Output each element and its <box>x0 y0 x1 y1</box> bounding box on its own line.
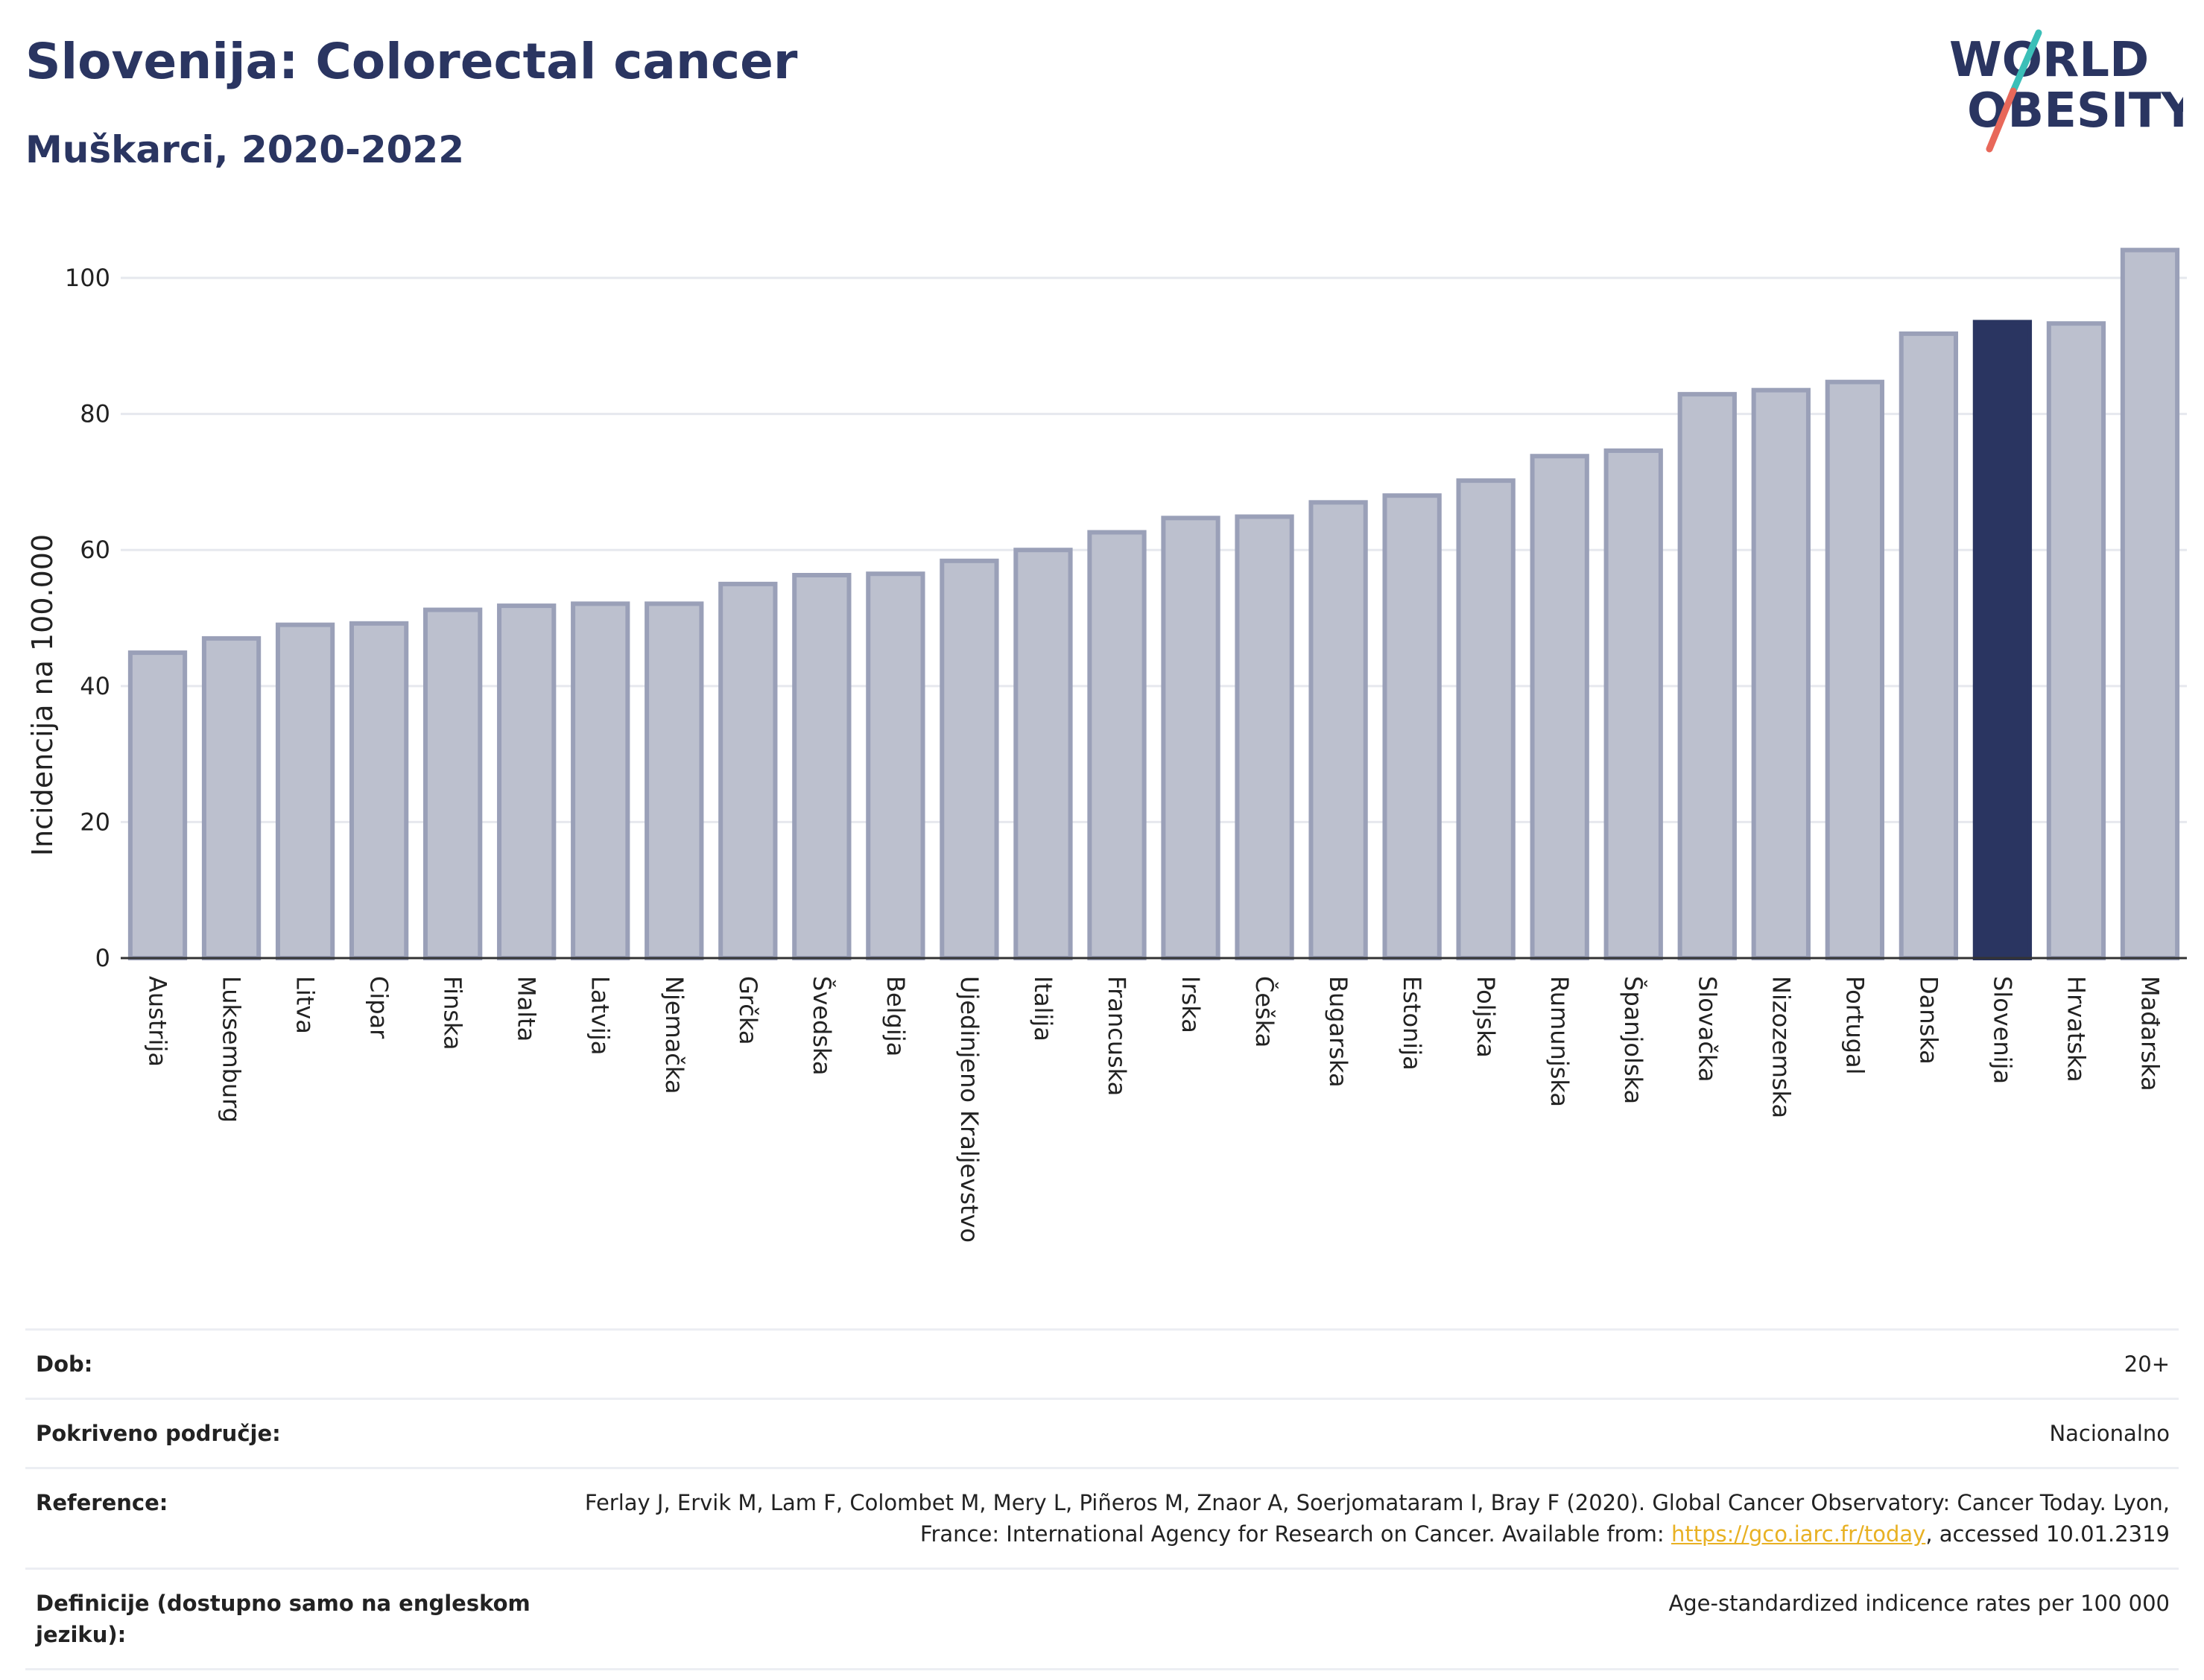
y-tick-label: 0 <box>95 944 110 972</box>
y-tick-label: 20 <box>80 808 110 836</box>
y-tick-label: 80 <box>80 400 110 428</box>
x-tick-label: Nizozemska <box>1767 976 1795 1118</box>
meta-value-coverage: Nacionalno <box>551 1398 2179 1470</box>
x-axis-labels: Austrija Luksemburg Litva Cipar Finska Malta L… <box>144 976 2165 1243</box>
x-tick-label: Irska <box>1177 976 1205 1033</box>
bar-luksemburg <box>201 635 262 960</box>
reference-accessed: , accessed 10.01.2319 <box>1925 1521 2170 1547</box>
world-obesity-logo: WORLD OBESITY <box>1949 29 2183 153</box>
bar-danska <box>1899 331 1959 960</box>
x-tick-label: Austrija <box>144 976 172 1067</box>
x-tick-label: Švedska <box>808 976 837 1076</box>
bar-rumunjska <box>1530 454 1589 960</box>
bar-slovenija <box>1972 320 2033 960</box>
y-tick-label: 40 <box>80 672 110 700</box>
bar-irska <box>1161 516 1220 960</box>
meta-row-definitions: Definicije (dostupno samo na engleskom j… <box>25 1568 2179 1671</box>
x-tick-label: Rumunjska <box>1545 976 1574 1107</box>
meta-label-reference: Reference: <box>25 1467 551 1570</box>
x-tick-label: Portugal <box>1840 976 1869 1075</box>
page-title: Slovenija: Colorectal cancer <box>25 33 798 90</box>
logo-slash-bottom <box>1986 87 2017 153</box>
x-tick-label: Cipar <box>365 976 393 1039</box>
reference-link[interactable]: https://gco.iarc.fr/today <box>1671 1521 1926 1547</box>
bar-češka <box>1235 514 1294 960</box>
x-tick-label: Slovačka <box>1693 976 1721 1083</box>
x-tick-label: Poljska <box>1472 976 1500 1058</box>
meta-row-coverage: Pokriveno područje: Nacionalno <box>25 1398 2179 1470</box>
x-tick-label: Bugarska <box>1324 976 1352 1088</box>
meta-value-age: 20+ <box>551 1328 2179 1401</box>
reference-text: Ferlay J, Ervik M, Lam F, Colombet M, Me… <box>584 1490 2170 1547</box>
bar-belgija <box>866 571 925 960</box>
x-tick-label: Litva <box>291 976 320 1034</box>
y-axis-ticks: 0 20 40 60 80 100 <box>65 264 110 972</box>
x-tick-label: Mađarska <box>2135 976 2164 1091</box>
x-tick-label: Ujedinjeno Kraljevstvo <box>955 976 984 1243</box>
x-tick-label: Francuska <box>1103 976 1131 1096</box>
bar-cipar <box>349 621 409 960</box>
bars <box>127 247 2180 961</box>
bar-mađarska <box>2120 247 2180 961</box>
bar-chart: 0 20 40 60 80 100 Austrija Luksemburg Litva Cipa… <box>26 247 2187 1243</box>
bar-njemačka <box>645 601 704 961</box>
x-tick-label: Hrvatska <box>2062 976 2090 1083</box>
y-tick-label: 100 <box>65 264 110 292</box>
x-tick-label: Italija <box>1029 976 1057 1042</box>
x-tick-label: Finska <box>439 976 467 1050</box>
logo-word-world: WORLD <box>1949 33 2149 88</box>
meta-label-definitions: Definicije (dostupno samo na engleskom j… <box>25 1568 551 1671</box>
bar-poljska <box>1456 478 1516 960</box>
x-tick-label: Latvija <box>586 976 615 1055</box>
x-tick-label: Španjolska <box>1619 976 1648 1104</box>
bar-nizozemska <box>1751 387 1811 960</box>
meta-value-definitions: Age-standardized indicence rates per 100… <box>551 1568 2179 1671</box>
page-subtitle: Muškarci, 2020-2022 <box>25 128 465 171</box>
meta-value-reference: Ferlay J, Ervik M, Lam F, Colombet M, Me… <box>551 1467 2179 1570</box>
x-tick-label: Belgija <box>881 976 910 1056</box>
metadata-table: Dob: 20+ Pokriveno područje: Nacionalno … <box>25 1328 2179 1671</box>
x-tick-label: Češka <box>1250 976 1279 1047</box>
bar-grčka <box>718 581 778 960</box>
bar-latvija <box>571 601 630 961</box>
meta-row-reference: Reference: Ferlay J, Ervik M, Lam F, Col… <box>25 1467 2179 1570</box>
bar-litva <box>275 622 335 960</box>
bar-bugarska <box>1308 500 1368 960</box>
meta-label-age: Dob: <box>25 1328 551 1401</box>
bar-ujedinjeno-kraljevstvo <box>940 558 999 960</box>
bar-španjolska <box>1603 448 1663 960</box>
bar-malta <box>497 603 557 961</box>
bar-francuska <box>1087 530 1147 960</box>
y-tick-label: 60 <box>80 536 110 564</box>
logo-slash-top <box>2010 29 2042 95</box>
bar-hrvatska <box>2046 321 2106 960</box>
bar-švedska <box>792 573 852 960</box>
bar-portugal <box>1825 379 1884 960</box>
bar-italija <box>1013 548 1073 960</box>
x-tick-label: Grčka <box>734 976 762 1045</box>
meta-row-age: Dob: 20+ <box>25 1328 2179 1401</box>
y-axis-label: Incidencija na 100.000 <box>26 534 59 856</box>
x-tick-label: Luksemburg <box>218 976 246 1123</box>
x-tick-label: Njemačka <box>660 976 688 1094</box>
x-tick-label: Danska <box>1914 976 1942 1065</box>
bar-finska <box>423 607 483 961</box>
x-tick-label: Malta <box>513 976 541 1042</box>
x-tick-label: Slovenija <box>1988 976 2016 1084</box>
bar-austrija <box>127 650 188 961</box>
x-tick-label: Estonija <box>1398 976 1426 1071</box>
bar-estonija <box>1382 493 1442 960</box>
meta-label-coverage: Pokriveno područje: <box>25 1398 551 1470</box>
bar-slovačka <box>1677 392 1737 960</box>
